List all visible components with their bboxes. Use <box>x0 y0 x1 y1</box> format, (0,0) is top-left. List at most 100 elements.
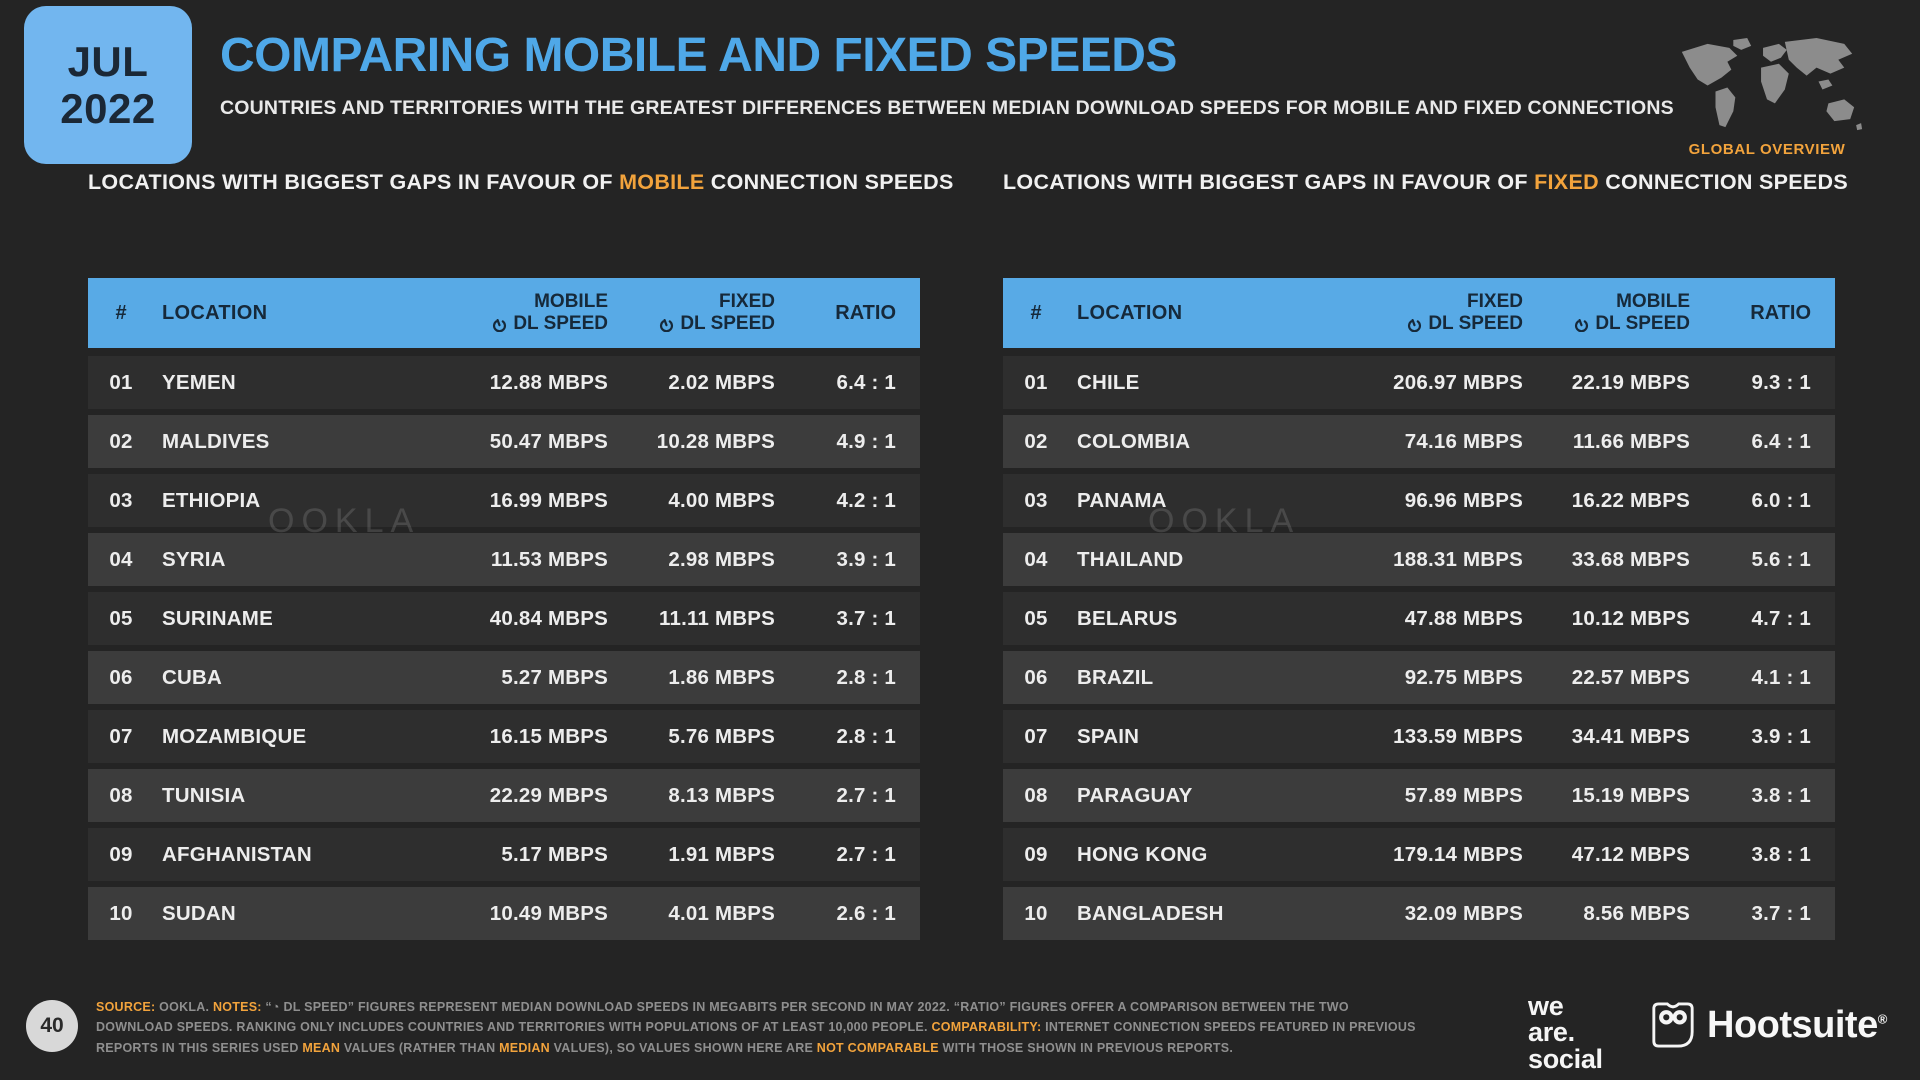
location-cell: SUDAN <box>162 901 236 925</box>
footer-notes: SOURCE: OOKLA. NOTES: “◔ DL SPEED” FIGUR… <box>96 997 1456 1058</box>
speed2-cell: 8.56 MBPS <box>1583 901 1690 925</box>
speed2-cell: 22.19 MBPS <box>1571 370 1690 394</box>
ratio-cell: 3.9 : 1 <box>836 547 896 571</box>
rank-column-header: # <box>115 301 127 324</box>
rank-cell: 01 <box>1024 370 1048 394</box>
rank-cell: 06 <box>109 665 133 689</box>
speed1-cell: 40.84 MBPS <box>489 606 608 630</box>
fixed-speed-column-header: FIXED DL SPEED <box>1323 291 1523 336</box>
rank-cell: 05 <box>109 606 133 630</box>
page-subtitle: COUNTRIES AND TERRITORIES WITH THE GREAT… <box>220 97 1674 119</box>
location-cell: THAILAND <box>1077 547 1184 571</box>
speed1-cell: 57.89 MBPS <box>1404 783 1523 807</box>
rank-cell: 03 <box>1024 488 1048 512</box>
caption-text: CONNECTION SPEEDS <box>1598 170 1849 194</box>
table-row: 06 BRAZIL 92.75 MBPS 22.57 MBPS 4.1 : 1 <box>1003 651 1835 704</box>
fixed-gaps-table: LOCATIONS WITH BIGGEST GAPS IN FAVOUR OF… <box>1003 170 1848 946</box>
date-year: 2022 <box>60 85 156 132</box>
speed2-cell: 4.00 MBPS <box>668 488 775 512</box>
hootsuite-owl-icon <box>1652 1002 1694 1048</box>
table-row: 03 PANAMA 96.96 MBPS 16.22 MBPS 6.0 : 1 <box>1003 474 1835 527</box>
rank-cell: 04 <box>1024 547 1048 571</box>
table-row: 08 TUNISIA 22.29 MBPS 8.13 MBPS 2.7 : 1 <box>88 769 920 822</box>
ratio-cell: 2.8 : 1 <box>836 665 896 689</box>
hootsuite-wordmark: Hootsuite® <box>1707 1003 1887 1046</box>
ratio-column-header: RATIO <box>1750 301 1811 324</box>
location-cell: BELARUS <box>1077 606 1178 630</box>
date-month: JUL <box>67 37 149 85</box>
ratio-cell: 2.7 : 1 <box>836 842 896 866</box>
speed2-cell: 4.01 MBPS <box>668 901 775 925</box>
location-column-header: LOCATION <box>162 301 268 324</box>
caption-highlight: MOBILE <box>619 170 705 194</box>
mobile-speed-column-header: MOBILE DL SPEED <box>1523 291 1690 336</box>
speed2-cell: 2.02 MBPS <box>668 370 775 394</box>
table-row: 05 BELARUS 47.88 MBPS 10.12 MBPS 4.7 : 1 <box>1003 592 1835 645</box>
speed1-cell: 50.47 MBPS <box>489 429 608 453</box>
location-cell: MALDIVES <box>162 429 270 453</box>
ratio-cell: 4.2 : 1 <box>836 488 896 512</box>
speedtest-gauge-icon <box>493 318 507 332</box>
speed2-cell: 10.12 MBPS <box>1571 606 1690 630</box>
speed1-cell: 47.88 MBPS <box>1404 606 1523 630</box>
rank-cell: 09 <box>109 842 133 866</box>
table-row: 02 MALDIVES 50.47 MBPS 10.28 MBPS 4.9 : 1 <box>88 415 920 468</box>
speed2-cell: 33.68 MBPS <box>1571 547 1690 571</box>
speed1-cell: 92.75 MBPS <box>1404 665 1523 689</box>
caption-text: LOCATIONS WITH BIGGEST GAPS IN FAVOUR OF <box>88 170 620 194</box>
table-row: 02 COLOMBIA 74.16 MBPS 11.66 MBPS 6.4 : 1 <box>1003 415 1835 468</box>
speed2-cell: 10.28 MBPS <box>656 429 775 453</box>
location-cell: SPAIN <box>1077 724 1140 748</box>
rank-cell: 02 <box>109 429 133 453</box>
rank-cell: 02 <box>1024 429 1048 453</box>
page-title: COMPARING MOBILE AND FIXED SPEEDS <box>220 29 1177 82</box>
table-row: 03 ETHIOPIA 16.99 MBPS 4.00 MBPS 4.2 : 1 <box>88 474 920 527</box>
caption-text: CONNECTION SPEEDS <box>704 170 954 194</box>
speed2-cell: 11.11 MBPS <box>659 606 775 630</box>
speedtest-gauge-icon <box>660 318 674 332</box>
speed1-cell: 32.09 MBPS <box>1404 901 1523 925</box>
speed2-cell: 34.41 MBPS <box>1571 724 1690 748</box>
rank-cell: 04 <box>109 547 133 571</box>
world-map-icon <box>1681 37 1863 131</box>
rank-cell: 03 <box>109 488 133 512</box>
ratio-cell: 4.7 : 1 <box>1751 606 1811 630</box>
speed2-cell: 11.66 MBPS <box>1572 429 1690 453</box>
location-cell: SURINAME <box>162 606 273 630</box>
location-cell: TUNISIA <box>162 783 246 807</box>
rank-cell: 09 <box>1024 842 1048 866</box>
ratio-cell: 6.0 : 1 <box>1751 488 1811 512</box>
speed2-cell: 2.98 MBPS <box>668 547 775 571</box>
date-badge: JUL 2022 <box>24 6 192 164</box>
speed1-cell: 10.49 MBPS <box>489 901 608 925</box>
location-cell: COLOMBIA <box>1077 429 1191 453</box>
speed1-cell: 179.14 MBPS <box>1393 842 1523 866</box>
ratio-cell: 3.9 : 1 <box>1751 724 1811 748</box>
ratio-cell: 3.8 : 1 <box>1751 842 1811 866</box>
speed1-cell: 22.29 MBPS <box>489 783 608 807</box>
rank-cell: 06 <box>1024 665 1048 689</box>
ratio-cell: 2.7 : 1 <box>836 783 896 807</box>
caption-highlight: FIXED <box>1534 170 1599 194</box>
table-row: 04 THAILAND 188.31 MBPS 33.68 MBPS 5.6 : 1 <box>1003 533 1835 586</box>
table-row: 09 AFGHANISTAN 5.17 MBPS 1.91 MBPS 2.7 : 1 <box>88 828 920 881</box>
rank-cell: 08 <box>109 783 133 807</box>
speed1-cell: 16.15 MBPS <box>489 724 608 748</box>
global-overview-label: GLOBAL OVERVIEW <box>1688 141 1846 158</box>
location-cell: BRAZIL <box>1077 665 1154 689</box>
table-row: 10 BANGLADESH 32.09 MBPS 8.56 MBPS 3.7 : 1 <box>1003 887 1835 940</box>
global-overview-block: GLOBAL OVERVIEW <box>1666 34 1868 158</box>
ratio-cell: 2.8 : 1 <box>836 724 896 748</box>
location-cell: BANGLADESH <box>1077 901 1224 925</box>
table-row: 04 SYRIA 11.53 MBPS 2.98 MBPS 3.9 : 1 <box>88 533 920 586</box>
table-body: 01 CHILE 206.97 MBPS 22.19 MBPS 9.3 : 1 02 COL… <box>1003 356 1835 940</box>
table-row: 10 SUDAN 10.49 MBPS 4.01 MBPS 2.6 : 1 <box>88 887 920 940</box>
table-header-row: # LOCATION MOBILE DL SPEED FIXED DL SPEE… <box>88 278 920 348</box>
page-number-badge: 40 <box>26 1000 78 1052</box>
header: COMPARING MOBILE AND FIXED SPEEDS COUNTR… <box>220 28 1674 120</box>
location-column-header: LOCATION <box>1077 301 1183 324</box>
rank-cell: 01 <box>109 370 133 394</box>
table-body: 01 YEMEN 12.88 MBPS 2.02 MBPS 6.4 : 1 02 MALDI… <box>88 356 920 940</box>
speed1-cell: 188.31 MBPS <box>1393 547 1523 571</box>
